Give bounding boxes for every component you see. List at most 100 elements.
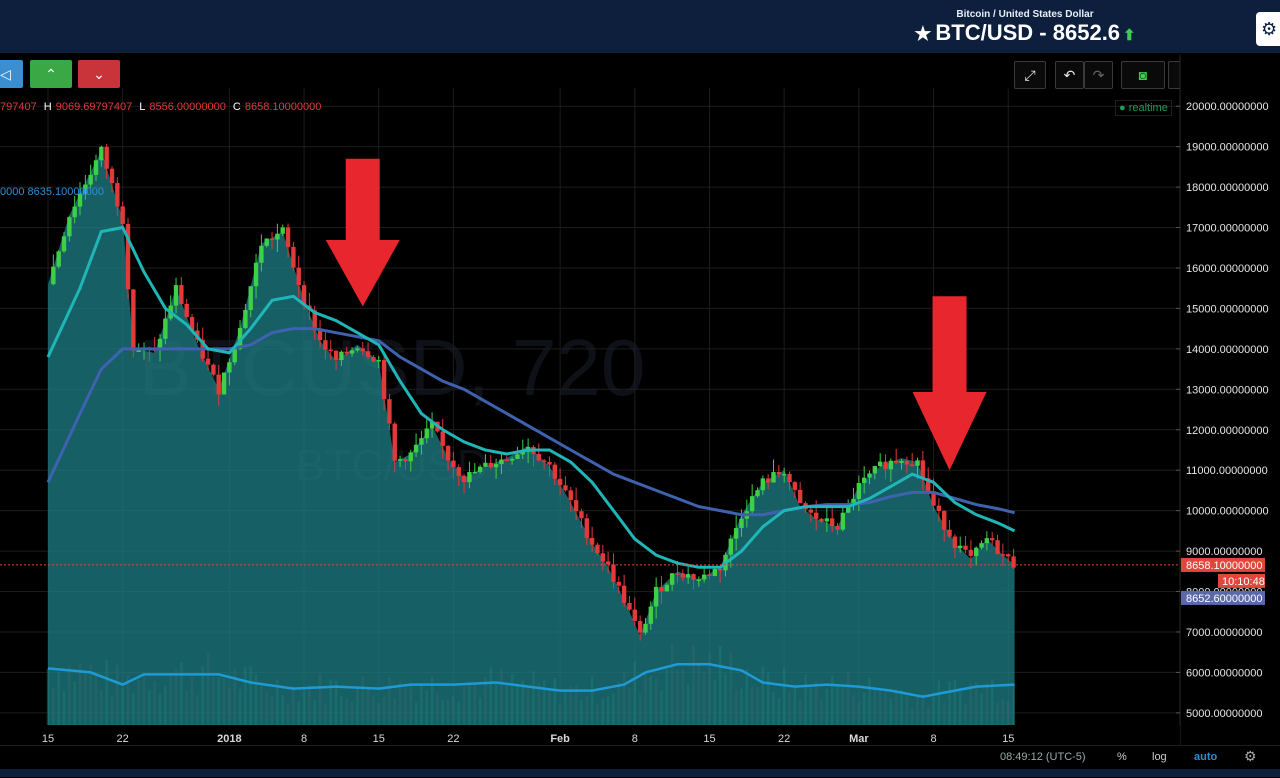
- star-icon[interactable]: ★: [914, 24, 932, 45]
- candle-body: [557, 478, 563, 486]
- countdown-label: 10:10:48: [1222, 576, 1265, 588]
- candle-body: [216, 374, 221, 395]
- megaphone-button[interactable]: ◁: [0, 60, 23, 88]
- candle-body: [760, 478, 766, 491]
- candle-body: [990, 538, 995, 541]
- candle-body: [931, 491, 936, 506]
- candle-body: [819, 518, 824, 522]
- x-tick-label: 22: [447, 733, 459, 745]
- buy-up-button[interactable]: ⌃: [30, 60, 72, 88]
- candle-body: [771, 472, 776, 483]
- candle-body: [408, 452, 413, 462]
- candle-body: [958, 545, 963, 549]
- snapshot-button[interactable]: ◙: [1121, 61, 1165, 89]
- candle-body: [104, 146, 109, 169]
- candle-body: [1000, 554, 1006, 556]
- x-tick-label: 15: [1002, 733, 1014, 745]
- fullscreen-icon: ⤢: [1024, 67, 1036, 83]
- candle-body: [387, 399, 392, 424]
- candle-body: [893, 460, 899, 463]
- candle-body: [232, 348, 237, 363]
- candle-body: [344, 351, 349, 354]
- x-tick-label: 8: [632, 733, 638, 745]
- candle-body: [184, 303, 189, 318]
- auto-scale-button[interactable]: auto: [1194, 751, 1218, 763]
- candle-body: [355, 348, 360, 351]
- settings-button[interactable]: ⚙: [1256, 12, 1280, 46]
- candle-body: [365, 351, 371, 358]
- ma-fast-line: [46, 225, 1016, 569]
- candle-body: [189, 317, 195, 331]
- candle-body: [835, 526, 840, 530]
- candle-body: [509, 459, 515, 461]
- y-tick-label: 9000.00000000: [1186, 546, 1262, 558]
- candle-body: [637, 620, 643, 633]
- candle-body: [573, 500, 579, 512]
- pair-subtitle: Bitcoin / United States Dollar: [956, 9, 1094, 20]
- candle-body: [974, 547, 979, 556]
- undo-button[interactable]: ↶: [1055, 61, 1084, 89]
- candle-body: [664, 584, 670, 592]
- candle-body: [877, 461, 883, 467]
- realtime-indicator: ● realtime: [1115, 100, 1172, 116]
- candle-body: [339, 351, 344, 361]
- x-tick-label: 8: [930, 733, 936, 745]
- candle-body: [899, 460, 904, 463]
- candle-body: [296, 267, 301, 286]
- y-tick-label: 19000.00000000: [1186, 142, 1269, 154]
- candle-body: [792, 482, 798, 490]
- sell-down-button[interactable]: ⌄: [78, 60, 120, 88]
- last-price-tag: [1181, 557, 1265, 572]
- candle-body: [504, 459, 509, 462]
- header-bar: Bitcoin / United States Dollar ★ BTC/USD …: [0, 0, 1280, 53]
- candle-body: [237, 327, 243, 349]
- y-tick-label: 16000.00000000: [1186, 263, 1269, 275]
- pair-separator: -: [1033, 20, 1053, 45]
- y-tick-label: 18000.00000000: [1186, 182, 1269, 194]
- fullscreen-button[interactable]: ⤢: [1014, 61, 1046, 89]
- candle-body: [712, 569, 718, 577]
- candle-body: [83, 184, 88, 194]
- candle-body: [621, 585, 627, 603]
- candle-body: [163, 318, 168, 339]
- candle-body: [349, 350, 355, 354]
- candle-body: [749, 496, 755, 512]
- percent-scale-button[interactable]: %: [1117, 751, 1127, 763]
- candle-body: [77, 193, 83, 207]
- candle-body: [968, 549, 974, 556]
- gear-icon[interactable]: ⚙: [1244, 748, 1257, 764]
- x-axis: 15 22 2018 8 15 22 Feb 8 15 22 Mar 8 15: [0, 725, 1180, 745]
- candle-body: [840, 512, 846, 530]
- realtime-label: realtime: [1128, 102, 1168, 114]
- candle-body: [403, 459, 408, 462]
- candle-body: [248, 286, 253, 311]
- candle-body: [243, 310, 248, 328]
- camera-icon: ◙: [1138, 67, 1148, 83]
- candle-body: [477, 466, 483, 472]
- candle-body: [915, 460, 920, 466]
- candle-body: [680, 573, 686, 578]
- candle-body: [93, 160, 99, 175]
- redo-button[interactable]: ↷: [1084, 61, 1113, 89]
- ohlc-low-value: 8556.00000000: [149, 101, 226, 113]
- candle-body: [728, 538, 734, 555]
- x-tick-label: 2018: [217, 733, 241, 745]
- log-scale-button[interactable]: log: [1152, 751, 1167, 763]
- candle-body: [616, 581, 621, 586]
- candle-body: [867, 473, 872, 478]
- candle-body: [221, 372, 227, 395]
- candle-body: [653, 586, 659, 607]
- price-tags: 8658.10000000 10:10:48 8652.60000000: [1181, 557, 1265, 605]
- pair-title: ★ BTC/USD - 8652.6 ⬆: [900, 20, 1150, 46]
- candle-body: [88, 174, 93, 185]
- candle-body: [781, 473, 787, 476]
- candle-body: [461, 475, 467, 483]
- megaphone-icon: ◁: [0, 66, 11, 82]
- candle-body: [136, 350, 141, 352]
- redo-icon: ↷: [1092, 67, 1105, 83]
- candle-body: [627, 602, 632, 610]
- candle-body: [456, 467, 461, 476]
- price-chart[interactable]: BTCUSD, 720 BTC/USD 5000.000000006000.00…: [0, 55, 1280, 745]
- candle-body: [925, 478, 931, 492]
